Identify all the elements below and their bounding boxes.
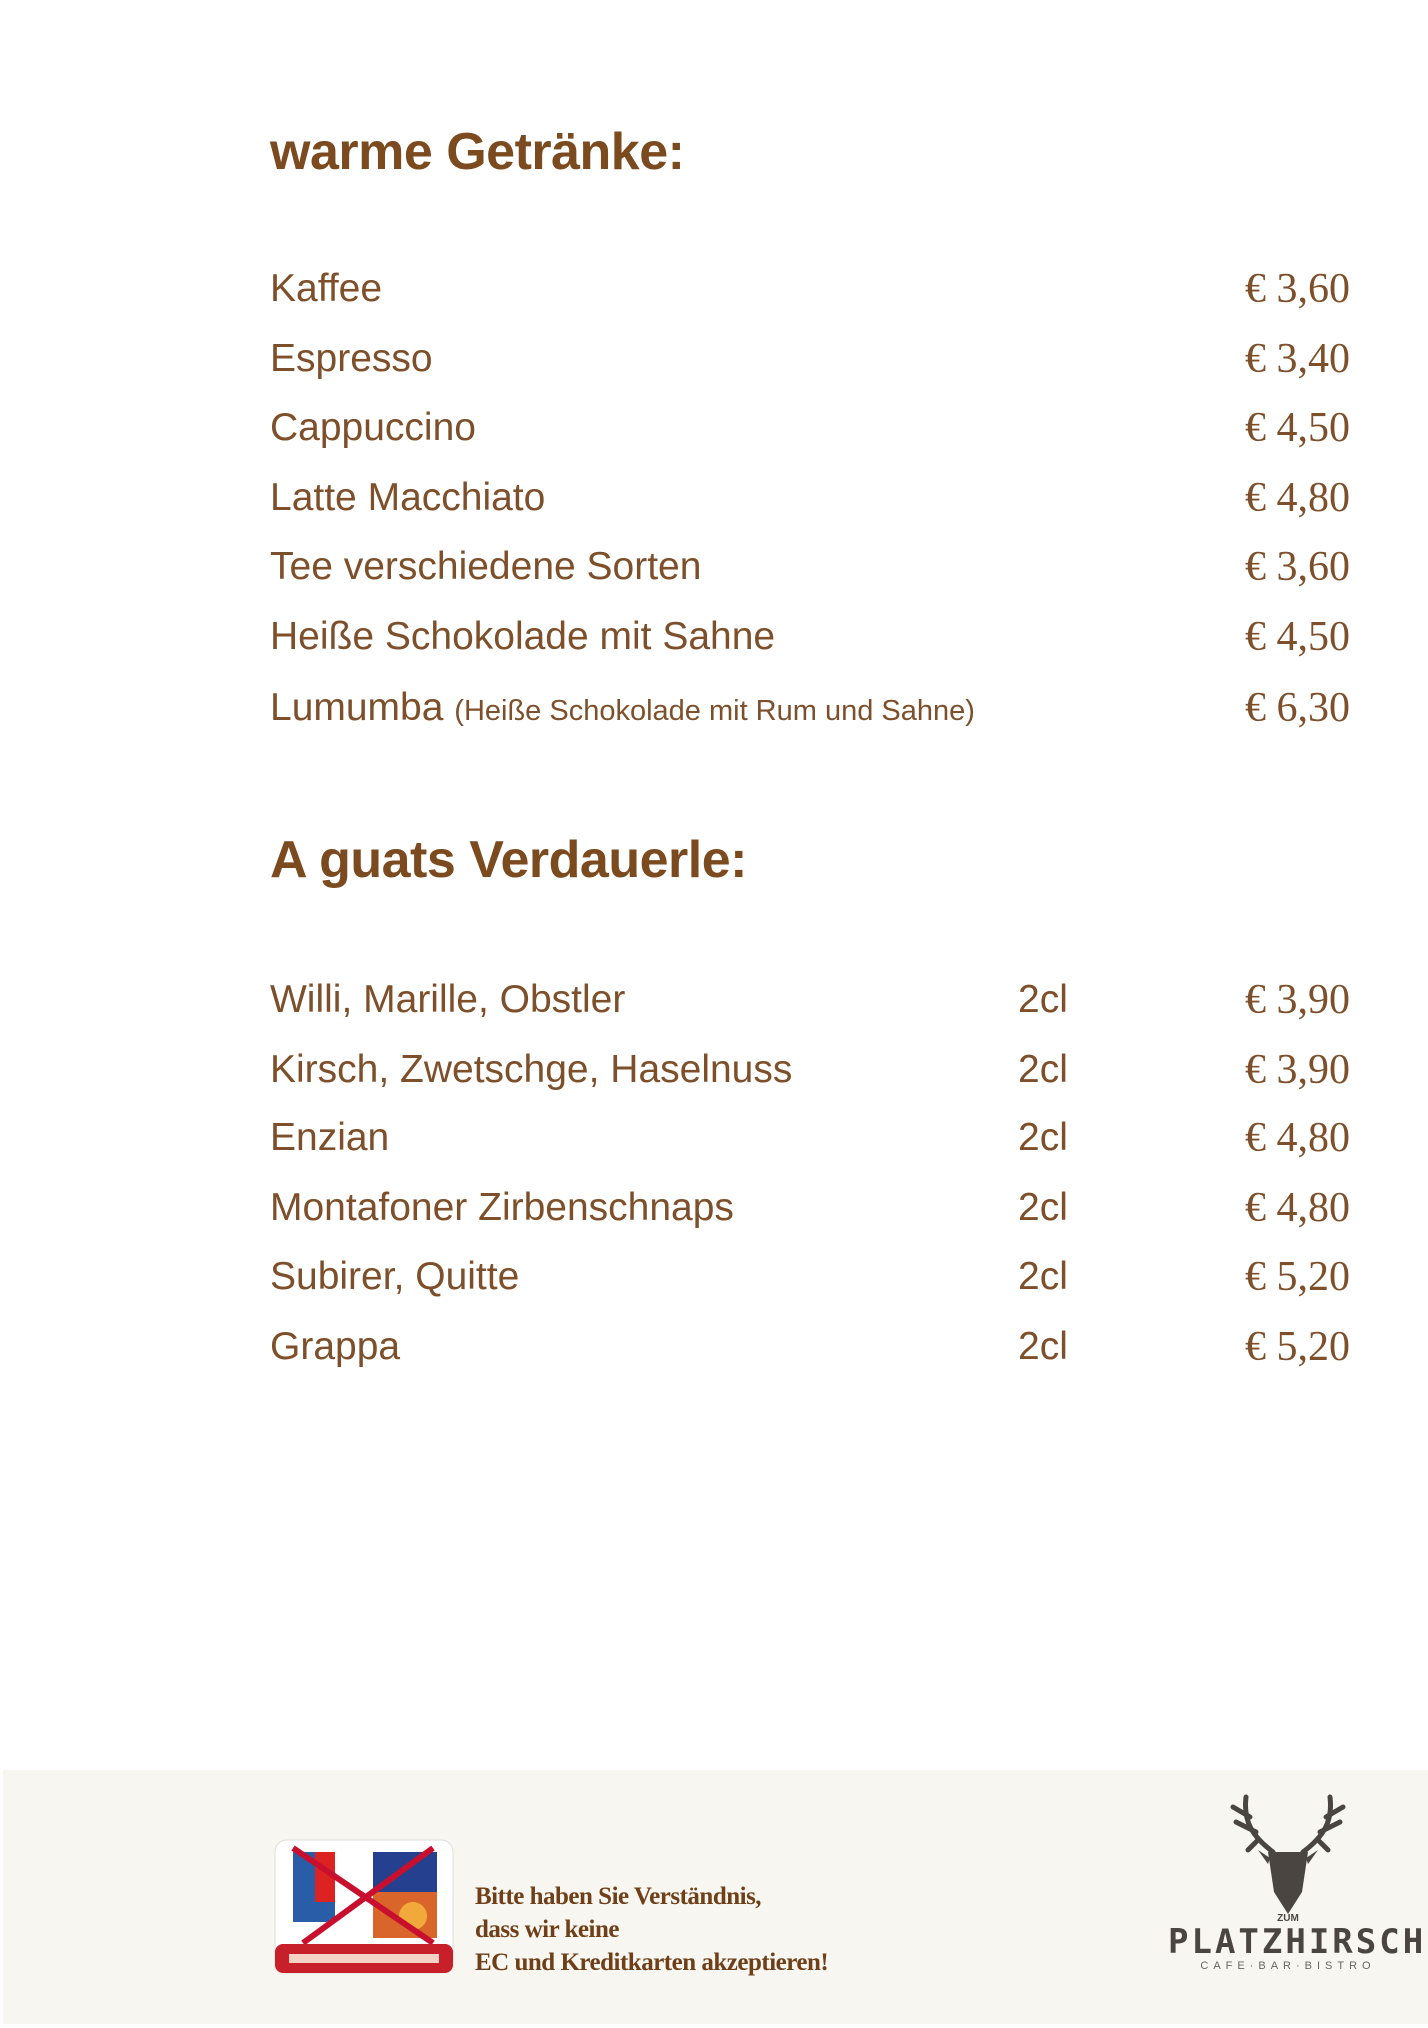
item-name-text: Grappa: [270, 1325, 401, 1368]
item-price: € 3,60: [1245, 266, 1350, 312]
item-name-text: Subirer, Quitte: [270, 1255, 520, 1298]
item-name-text: Espresso: [270, 337, 433, 380]
item-name-text: Kirsch, Zwetschge, Haselnuss: [270, 1048, 793, 1091]
item-volume: 2cl: [1018, 1186, 1068, 1229]
notice-line: Bitte haben Sie Verständnis,: [475, 1883, 762, 1910]
item-volume: 2cl: [1018, 1116, 1068, 1159]
logo-brand: PLATZHIRSCH: [1168, 1922, 1427, 1962]
item-price: € 3,40: [1245, 336, 1350, 382]
item-name: Latte Macchiato: [270, 473, 545, 523]
menu-item: Tee verschiedene Sorten € 3,60: [270, 542, 1350, 592]
item-name-text: Latte Macchiato: [270, 476, 546, 519]
no-card-payment-icon: [273, 1838, 455, 1975]
menu-item: Enzian 2cl € 4,80: [270, 1113, 1350, 1163]
item-price: € 5,20: [1245, 1324, 1350, 1370]
item-price: € 4,50: [1245, 614, 1350, 660]
item-volume: 2cl: [1018, 1325, 1068, 1368]
item-name: Willi, Marille, Obstler: [270, 975, 625, 1025]
item-name: Tee verschiedene Sorten: [270, 542, 701, 592]
menu-item: Lumumba (Heiße Schokolade mit Rum und Sa…: [270, 683, 1350, 733]
menu-item: Kirsch, Zwetschge, Haselnuss 2cl € 3,90: [270, 1045, 1350, 1095]
item-name: Kaffee: [270, 264, 382, 314]
item-name: Cappuccino: [270, 403, 476, 453]
menu-item: Grappa 2cl € 5,20: [270, 1322, 1350, 1372]
item-price: € 5,20: [1245, 1254, 1350, 1300]
item-note: (Heiße Schokolade mit Rum und Sahne): [454, 695, 975, 727]
notice-line: EC und Kreditkarten akzeptieren!: [475, 1949, 829, 1976]
footer: Bitte haben Sie Verständnis, dass wir ke…: [3, 1770, 1428, 2024]
item-name-text: Heiße Schokolade mit Sahne: [270, 615, 776, 658]
item-volume: 2cl: [1018, 978, 1068, 1021]
menu-item: Cappuccino € 4,50: [270, 403, 1350, 453]
platzhirsch-logo: ZUM PLATZHIRSCH CAFE·BAR·BISTRO: [1168, 1792, 1427, 1992]
item-volume: 2cl: [1018, 1048, 1068, 1091]
notice-line: dass wir keine: [475, 1916, 619, 1943]
menu-item: Heiße Schokolade mit Sahne € 4,50: [270, 612, 1350, 662]
logo-subtitle: CAFE·BAR·BISTRO: [1200, 1960, 1376, 1972]
item-name: Montafoner Zirbenschnaps: [270, 1183, 734, 1233]
menu-item: Kaffee € 3,60: [270, 264, 1350, 314]
item-price: € 3,90: [1245, 1047, 1350, 1093]
item-price: € 3,90: [1245, 977, 1350, 1023]
item-name-text: Tee verschiedene Sorten: [270, 545, 702, 588]
section-title-warm-drinks: warme Getränke:: [270, 123, 685, 181]
payment-notice: Bitte haben Sie Verständnis, dass wir ke…: [475, 1880, 829, 1979]
item-name: Kirsch, Zwetschge, Haselnuss: [270, 1045, 792, 1095]
item-price: € 4,80: [1245, 1115, 1350, 1161]
section-title-digestifs: A guats Verdauerle:: [270, 831, 747, 889]
item-name: Lumumba (Heiße Schokolade mit Rum und Sa…: [270, 683, 975, 736]
item-price: € 3,60: [1245, 544, 1350, 590]
logo-small-text: ZUM: [1277, 1913, 1299, 1924]
item-name: Heiße Schokolade mit Sahne: [270, 612, 775, 662]
item-name: Enzian: [270, 1113, 389, 1163]
item-name-text: Cappuccino: [270, 406, 476, 449]
menu-item: Latte Macchiato € 4,80: [270, 473, 1350, 523]
item-name: Grappa: [270, 1322, 400, 1372]
item-price: € 6,30: [1245, 685, 1350, 731]
item-name: Subirer, Quitte: [270, 1252, 519, 1302]
item-price: € 4,80: [1245, 1185, 1350, 1231]
item-price: € 4,50: [1245, 405, 1350, 451]
menu-item: Montafoner Zirbenschnaps 2cl € 4,80: [270, 1183, 1350, 1233]
item-name-text: Enzian: [270, 1116, 390, 1159]
menu-item: Subirer, Quitte 2cl € 5,20: [270, 1252, 1350, 1302]
item-price: € 4,80: [1245, 475, 1350, 521]
item-volume: 2cl: [1018, 1255, 1068, 1298]
item-name-text: Montafoner Zirbenschnaps: [270, 1186, 734, 1229]
menu-item: Espresso € 3,40: [270, 334, 1350, 384]
item-name-text: Willi, Marille, Obstler: [270, 978, 626, 1021]
item-name: Espresso: [270, 334, 433, 384]
stag-head-icon: [1230, 1794, 1346, 1914]
item-name-text: Kaffee: [270, 267, 383, 310]
item-name-text: Lumumba: [270, 686, 444, 729]
menu-item: Willi, Marille, Obstler 2cl € 3,90: [270, 975, 1350, 1025]
